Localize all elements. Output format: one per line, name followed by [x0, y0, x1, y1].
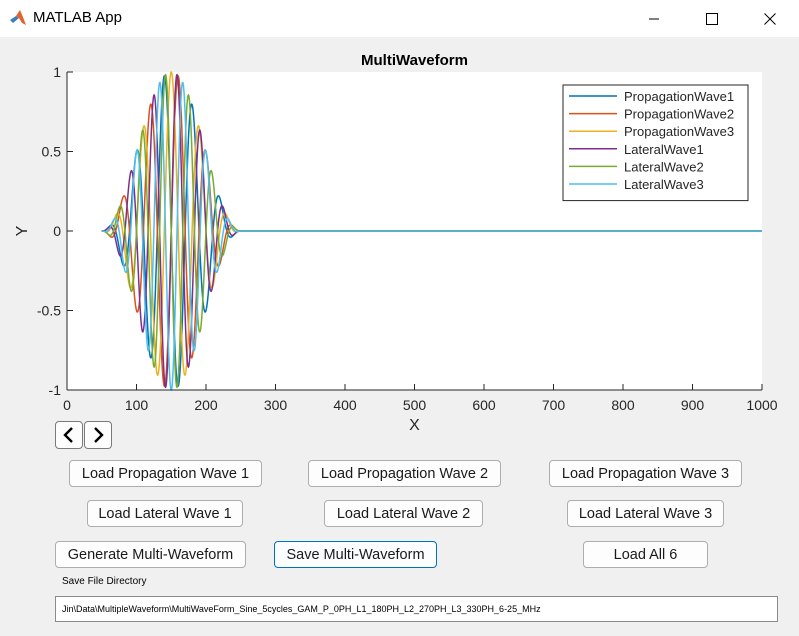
x-tick-label: 200 — [194, 397, 218, 413]
y-tick-label: -1 — [49, 382, 62, 398]
window-title: MATLAB App — [33, 9, 122, 26]
load-propagation-wave-1-button[interactable]: Load Propagation Wave 1 — [69, 460, 262, 487]
y-axis-label: Y — [14, 225, 31, 236]
series-line-LateralWave2 — [101, 73, 762, 389]
maximize-button[interactable] — [683, 0, 741, 37]
load-lateral-wave-2-button[interactable]: Load Lateral Wave 2 — [324, 500, 483, 527]
legend-label: PropagationWave2 — [624, 107, 734, 122]
minimize-button[interactable] — [625, 0, 683, 37]
close-button[interactable] — [741, 0, 799, 37]
load-lateral-wave-1-button[interactable]: Load Lateral Wave 1 — [87, 500, 243, 527]
x-tick-label: 800 — [611, 397, 635, 413]
title-bar: MATLAB App — [0, 0, 799, 37]
x-tick-label: 400 — [333, 397, 357, 413]
y-tick-label: 1 — [53, 64, 61, 80]
y-tick-label: -0.5 — [37, 303, 61, 319]
x-tick-label: 100 — [125, 397, 149, 413]
legend-label: PropagationWave3 — [624, 124, 734, 139]
save-file-directory-label: Save File Directory — [62, 576, 147, 587]
y-tick-label: 0 — [53, 223, 61, 239]
series-line-PropagationWave3 — [101, 70, 762, 377]
close-icon — [764, 12, 776, 25]
matlab-logo-icon — [10, 10, 26, 25]
chevron-left-icon — [63, 427, 73, 443]
x-tick-label: 900 — [681, 397, 705, 413]
x-tick-label: 1000 — [746, 397, 777, 413]
previous-button[interactable] — [55, 421, 83, 449]
next-button[interactable] — [84, 421, 112, 449]
multiwaveform-plot[interactable]: 0 100 200 300 400 500 600 700 800 900 1000 1 0.5 0 -0.… — [0, 37, 799, 437]
legend-label: LateralWave3 — [624, 177, 704, 192]
x-tick-label: 500 — [403, 397, 427, 413]
x-axis-label: X — [409, 417, 420, 434]
y-tick-label: 0.5 — [42, 144, 62, 160]
legend-label: LateralWave2 — [624, 159, 704, 174]
generate-multi-waveform-button[interactable]: Generate Multi-Waveform — [55, 541, 246, 568]
x-tick-label: 0 — [63, 397, 71, 413]
legend-box — [562, 84, 749, 202]
load-all-6-button[interactable]: Load All 6 — [583, 541, 708, 568]
chevron-right-icon — [94, 427, 104, 443]
load-propagation-wave-2-button[interactable]: Load Propagation Wave 2 — [308, 460, 501, 487]
chart-title: MultiWaveform — [361, 52, 468, 69]
x-tick-label: 600 — [472, 397, 496, 413]
load-propagation-wave-3-button[interactable]: Load Propagation Wave 3 — [549, 460, 742, 487]
minimize-icon — [649, 18, 659, 19]
save-multi-waveform-button[interactable]: Save Multi-Waveform — [274, 541, 437, 568]
legend-label: PropagationWave1 — [624, 89, 734, 104]
legend-label: LateralWave1 — [624, 142, 704, 157]
load-lateral-wave-3-button[interactable]: Load Lateral Wave 3 — [567, 500, 724, 527]
maximize-icon — [706, 12, 718, 25]
save-file-directory-field[interactable]: Jin\Data\MultipleWaveform\MultiWaveForm_… — [55, 596, 778, 622]
x-tick-label: 300 — [264, 397, 288, 413]
x-tick-label: 700 — [542, 397, 566, 413]
